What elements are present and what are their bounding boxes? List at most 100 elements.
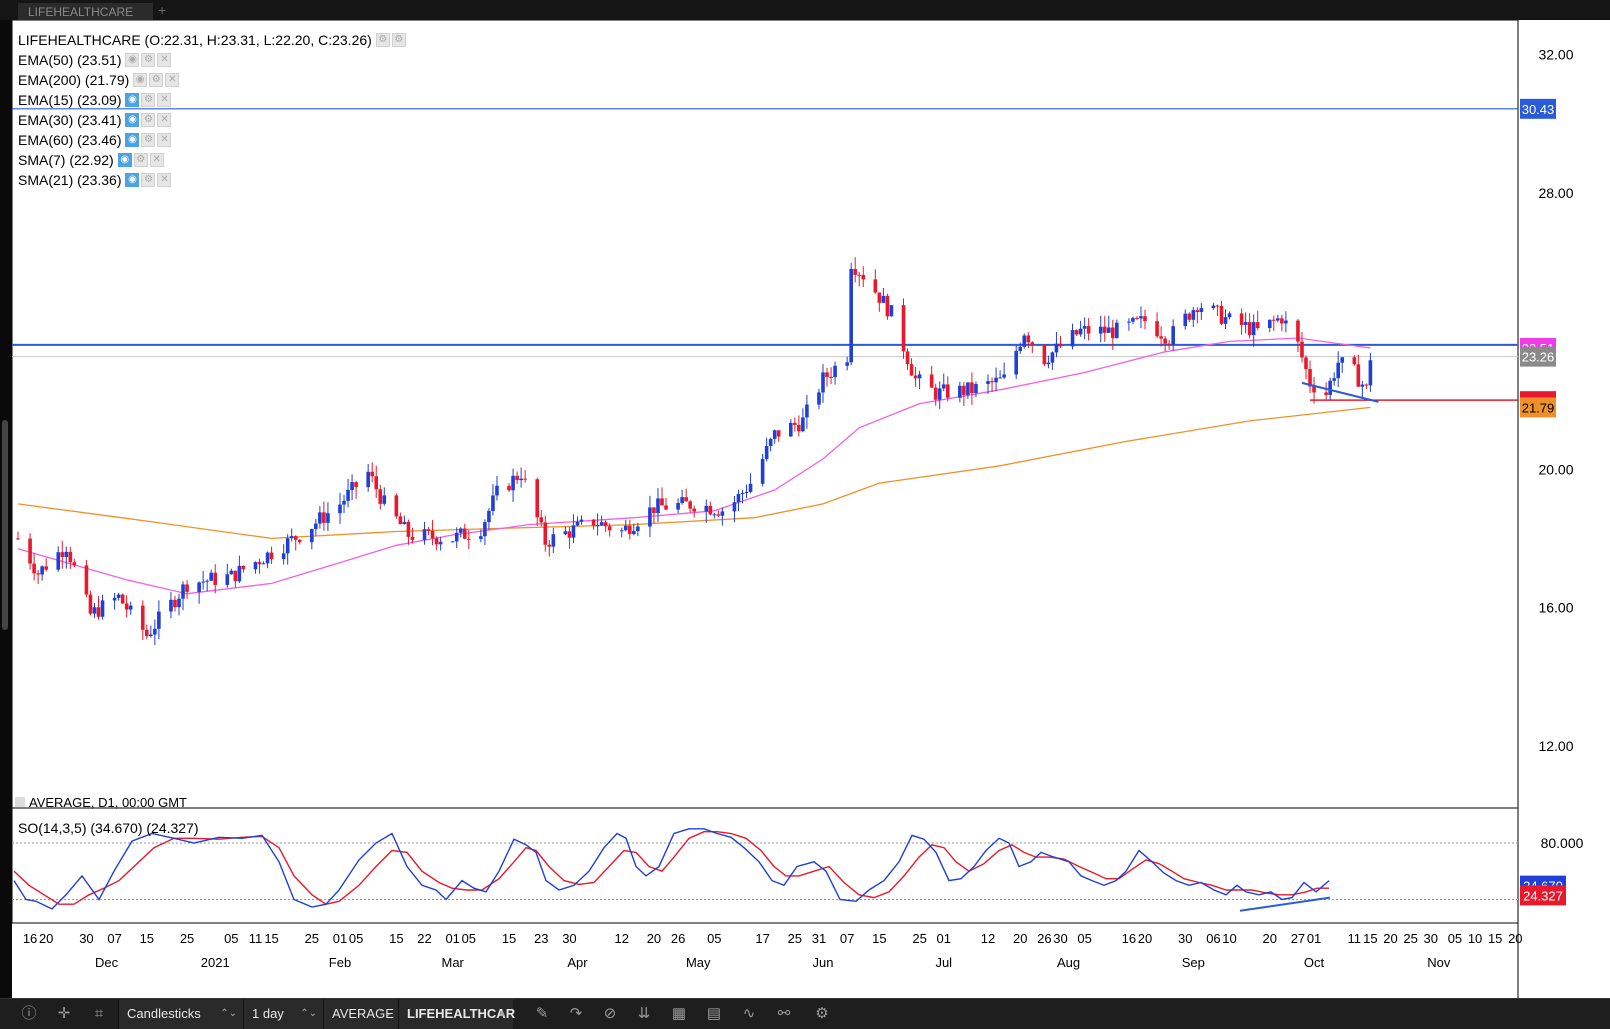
candle-down[interactable] [603,522,608,527]
candle-up[interactable] [483,522,487,537]
candle-up[interactable] [56,552,61,570]
candle-down[interactable] [1058,343,1063,347]
candle-up[interactable] [265,552,270,564]
candle-up[interactable] [974,384,978,394]
candle-down[interactable] [467,538,471,540]
candle-up[interactable] [1115,322,1119,339]
link-icon[interactable]: ⚯ [777,1005,791,1022]
candle-down[interactable] [885,295,890,317]
crosshair-icon[interactable]: ✛ [57,1005,71,1022]
candle-down[interactable] [28,538,32,564]
candle-up[interactable] [253,562,258,570]
candle-down[interactable] [933,387,938,400]
candle-up[interactable] [261,563,266,565]
candle-up[interactable] [64,551,69,558]
candle-up[interactable] [181,584,185,599]
pencil-icon[interactable]: ✎ [535,1005,549,1022]
candle-down[interactable] [72,562,77,566]
candle-up[interactable] [491,495,495,511]
candle-down[interactable] [370,471,374,477]
candle-down[interactable] [68,551,73,563]
candle-down[interactable] [1239,313,1244,325]
candle-down[interactable] [797,424,801,432]
candle-down[interactable] [901,305,906,352]
candle-down[interactable] [426,529,431,531]
candle-up[interactable] [1002,374,1006,378]
candle-up[interactable] [994,377,998,383]
candle-down[interactable] [1356,364,1361,387]
candle-down[interactable] [1111,327,1115,339]
candle-down[interactable] [877,292,882,303]
candle-down[interactable] [1026,335,1031,343]
candle-up[interactable] [289,536,294,539]
candle-up[interactable] [382,495,387,504]
candle-up[interactable] [1131,317,1135,322]
candle-down[interactable] [652,507,656,514]
candle-down[interactable] [929,374,934,388]
candle-up[interactable] [209,572,213,581]
candle-up[interactable] [1251,322,1256,336]
candle-up[interactable] [100,600,105,617]
candle-down[interactable] [1304,357,1308,370]
candle-down[interactable] [1247,322,1252,336]
candle-up[interactable] [821,372,825,393]
candle-down[interactable] [354,482,358,488]
candle-up[interactable] [487,510,491,523]
candle-down[interactable] [945,384,950,398]
candle-up[interactable] [285,538,290,554]
candle-up[interactable] [458,528,463,533]
candle-down[interactable] [1300,341,1304,358]
chart-tab[interactable]: LIFEHEALTHCARE [18,3,153,20]
candle-down[interactable] [628,525,632,535]
candle-down[interactable] [829,376,833,378]
chart-canvas[interactable]: 32.0028.0020.0016.0012.0030.4323.5123.26… [12,20,1610,998]
eye-icon[interactable]: ◉ [125,173,140,187]
candle-up[interactable] [225,574,230,585]
candle-up[interactable] [680,497,684,503]
candle-down[interactable] [1364,384,1369,386]
candle-down[interactable] [213,572,218,585]
candle-down[interactable] [547,544,552,547]
add-tab-button[interactable]: + [158,2,167,18]
candle-down[interactable] [398,516,403,525]
candle-up[interactable] [986,381,990,385]
candle-up[interactable] [116,594,121,598]
candle-up[interactable] [338,504,342,514]
candle-down[interactable] [853,269,857,275]
candle-up[interactable] [197,582,201,592]
candle-down[interactable] [322,512,326,523]
candle-up[interactable] [1054,343,1059,353]
candle-down[interactable] [293,536,298,540]
crop-icon[interactable]: ⌗ [94,1005,104,1022]
candle-down[interactable] [793,422,797,425]
candle-up[interactable] [237,565,242,582]
candle-up[interactable] [1022,335,1027,347]
candle-down[interactable] [909,364,914,376]
candle-up[interactable] [1191,310,1196,320]
candle-up[interactable] [619,530,624,532]
candle-down[interactable] [1296,320,1300,342]
candle-up[interactable] [169,599,173,612]
candle-up[interactable] [833,365,837,378]
candle-down[interactable] [140,605,145,630]
candle-up[interactable] [889,305,894,317]
candle-up[interactable] [1183,313,1188,327]
settings-icon[interactable]: ⚙ [391,33,406,47]
candle-up[interactable] [314,523,318,530]
candle-up[interactable] [1340,357,1345,363]
candle-up[interactable] [1127,321,1131,323]
source-select[interactable]: AVERAGE ⌃⌄ [323,999,398,1029]
candle-up[interactable] [350,482,354,491]
candle-up[interactable] [623,525,628,531]
candle-down[interactable] [1215,305,1220,307]
candle-up[interactable] [495,485,499,496]
candle-up[interactable] [817,392,821,405]
candle-up[interactable] [519,478,523,481]
candle-up[interactable] [1211,305,1216,309]
candle-down[interactable] [660,498,664,506]
candle-down[interactable] [1312,386,1316,393]
candle-up[interactable] [656,498,660,514]
candle-down[interactable] [1074,330,1079,335]
candle-up[interactable] [402,521,407,525]
candle-up[interactable] [636,526,640,532]
